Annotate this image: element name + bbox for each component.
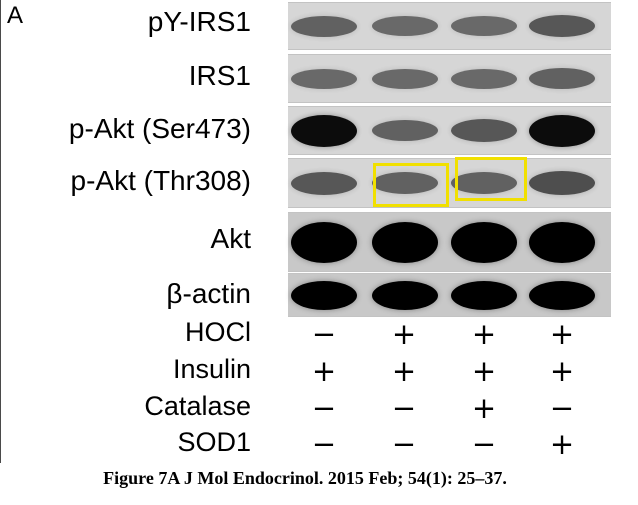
sign-insulin-lane-4: +	[549, 354, 575, 388]
condition-label-catalase: Catalase	[144, 391, 251, 421]
sign-hocl-lane-2: +	[391, 317, 417, 351]
blot-strip-p-akt-ser473	[288, 106, 611, 155]
blot-strip-akt	[288, 212, 611, 272]
sign-catalase-lane-3: +	[471, 391, 497, 425]
blot-label-p-akt-ser473: p-Akt (Ser473)	[68, 113, 251, 144]
blot-label-py-irs1: pY-IRS1	[147, 6, 251, 37]
band	[372, 281, 438, 310]
sign-catalase-lane-1: −	[311, 391, 337, 425]
sign-insulin-lane-3: +	[471, 354, 497, 388]
blot-strip-beta-actin	[288, 273, 611, 317]
sign-hocl-lane-1: −	[311, 317, 337, 351]
band	[451, 119, 517, 142]
band	[529, 222, 595, 263]
condition-label-hocl: HOCl	[185, 317, 251, 347]
band	[451, 16, 517, 36]
sign-sod1-lane-4: +	[549, 427, 575, 461]
western-blot-figure: A pY-IRS1 IRS1 p-Akt (Ser473) p-Akt (Thr…	[0, 0, 611, 463]
blot-strip-p-akt-thr308	[288, 158, 611, 208]
sign-hocl-lane-4: +	[549, 317, 575, 351]
panel-letter: A	[7, 2, 24, 29]
band	[372, 172, 438, 194]
blot-strip-irs1	[288, 54, 611, 103]
sign-sod1-lane-3: −	[471, 427, 497, 461]
blot-strip-py-irs1	[288, 2, 611, 50]
band	[372, 120, 438, 141]
sign-sod1-lane-1: −	[311, 427, 337, 461]
condition-label-sod1: SOD1	[177, 427, 251, 457]
sign-sod1-lane-2: −	[391, 427, 417, 461]
sign-hocl-lane-3: +	[471, 317, 497, 351]
figure-caption: Figure 7A J Mol Endocrinol. 2015 Feb; 54…	[103, 468, 507, 488]
band	[529, 281, 595, 310]
band	[291, 16, 357, 37]
condition-label-insulin: Insulin	[172, 354, 251, 384]
band	[291, 172, 357, 195]
blot-label-p-akt-thr308: p-Akt (Thr308)	[70, 165, 252, 196]
band	[451, 69, 517, 89]
band	[529, 171, 595, 195]
sign-catalase-lane-4: −	[549, 391, 575, 425]
band	[291, 281, 357, 310]
sign-catalase-lane-2: −	[391, 391, 417, 425]
sign-insulin-lane-1: +	[311, 354, 337, 388]
blot-label-irs1: IRS1	[188, 60, 251, 91]
blot-label-akt: Akt	[210, 223, 251, 254]
band	[529, 115, 595, 147]
band	[372, 69, 438, 89]
band	[291, 69, 357, 89]
band	[291, 222, 357, 263]
highlight-box-lane-3	[455, 157, 527, 201]
highlight-box-lane-2	[373, 163, 449, 207]
band	[372, 16, 438, 36]
blot-label-beta-actin: β-actin	[166, 278, 251, 309]
band	[529, 15, 595, 37]
band	[451, 281, 517, 310]
sign-insulin-lane-2: +	[391, 354, 417, 388]
band	[451, 222, 517, 263]
band	[372, 222, 438, 263]
band	[291, 115, 357, 147]
band	[451, 172, 517, 194]
band	[529, 68, 595, 89]
